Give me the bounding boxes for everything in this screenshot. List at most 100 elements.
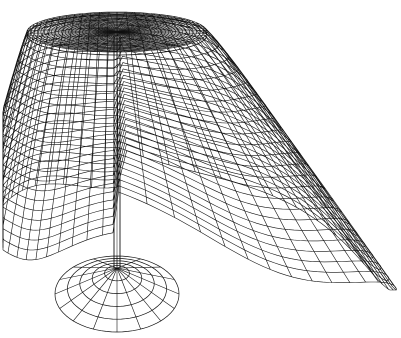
cloth-meridian (46, 49, 75, 257)
base-spoke (93, 267, 118, 330)
base-spoke (59, 267, 118, 309)
draped-cloth-mesh (2, 12, 397, 291)
base-spoke (73, 266, 118, 269)
tabletop-spoke (43, 20, 118, 33)
tabletop-spoke (116, 31, 163, 50)
tabletop-spoke (53, 17, 118, 33)
tabletop-spoke (116, 21, 195, 33)
tabletop-mesh (26, 11, 208, 56)
tabletop-spoke (65, 31, 118, 49)
tabletop-spoke (71, 31, 118, 50)
tabletop-spoke (116, 31, 175, 48)
tabletop-spoke (116, 31, 133, 52)
tabletop-spoke (116, 30, 207, 33)
tabletop-spoke (116, 31, 141, 52)
cloth-ring (11, 43, 258, 102)
tabletop-spoke (59, 31, 118, 48)
tabletop-spoke (116, 15, 169, 33)
tabletop-spoke (116, 31, 148, 51)
tabletop-spoke (59, 16, 118, 33)
tabletop-spoke (27, 31, 118, 34)
tabletop-spoke (101, 31, 118, 52)
cloth-ring (2, 131, 374, 259)
tabletop-spoke (116, 23, 199, 33)
base-spoke (93, 258, 118, 269)
tabletop-spoke (93, 12, 118, 33)
tabletop-spoke (35, 31, 118, 41)
cloth-ring (6, 56, 275, 124)
cloth-ring (2, 68, 292, 146)
cloth-ring (2, 100, 334, 201)
tabletop-spoke (116, 14, 163, 33)
cloth-ring (2, 119, 358, 236)
tabletop-spoke (27, 30, 118, 33)
tabletop-spoke (30, 31, 118, 38)
cloth-ring (3, 62, 284, 135)
tabletop-spoke (35, 23, 118, 33)
tabletop-spoke (116, 31, 156, 51)
tabletop-spoke (71, 14, 118, 33)
tabletop-spoke (116, 17, 181, 33)
tabletop-spoke (78, 13, 118, 33)
base-spoke (116, 267, 162, 322)
tabletop-spoke (116, 31, 186, 46)
tabletop-spoke (28, 31, 118, 36)
tabletop-spoke (116, 24, 202, 33)
tabletop-spoke (116, 31, 195, 43)
cloth-ring (2, 106, 342, 213)
tabletop-spoke (116, 31, 191, 44)
tabletop-spoke (116, 31, 204, 38)
tabletop-spoke (78, 31, 118, 51)
base-spoke (116, 267, 175, 309)
tabletop-spoke (116, 31, 169, 49)
base-spoke (116, 267, 180, 295)
tabletop-spoke (108, 31, 118, 52)
cloth-ring (2, 87, 318, 178)
tabletop-spoke (116, 20, 191, 33)
tabletop-spoke (86, 13, 118, 33)
cloth-meridian (196, 41, 366, 283)
base-spoke (72, 267, 118, 322)
base-spoke (116, 266, 161, 269)
cloth-ring (2, 125, 366, 247)
tabletop-spoke (116, 18, 186, 33)
tabletop-spoke (86, 31, 118, 51)
tabletop-spoke (116, 31, 206, 36)
base-spoke (116, 258, 141, 269)
tabletop-spoke (65, 15, 118, 33)
cloth-ring (2, 81, 309, 167)
tabletop-spoke (43, 31, 118, 44)
tabletop-spoke (116, 31, 207, 34)
tabletop-rim (26, 14, 208, 56)
base-spoke (59, 267, 118, 280)
tabletop-spoke (116, 31, 199, 41)
tabletop-spoke (116, 13, 148, 33)
tabletop-spoke (30, 26, 118, 33)
base-spoke (116, 267, 141, 330)
tabletop-spoke (116, 31, 181, 47)
base-spoke (54, 267, 118, 295)
cloth-ring (23, 18, 219, 61)
cloth-ring (2, 144, 389, 282)
tabletop-spoke (116, 31, 202, 40)
tabletop-spoke (116, 16, 175, 33)
cloth-ring (2, 137, 382, 270)
cloth-ring (2, 150, 397, 291)
tabletop-spoke (116, 13, 156, 33)
tabletop-spoke (39, 21, 118, 33)
tabletop-spoke (53, 31, 118, 47)
cloth-ring (2, 74, 301, 156)
tabletop-spoke (116, 28, 206, 33)
tabletop-spoke (116, 31, 126, 52)
tabletop-spoke (32, 24, 118, 33)
tabletop-spoke (39, 31, 118, 43)
tabletop-spoke (116, 12, 141, 33)
tabletop-spoke (28, 28, 118, 33)
tabletop-spoke (93, 31, 118, 52)
cloth-ring (20, 24, 230, 70)
cloth-ring (2, 93, 326, 190)
tabletop-spoke (48, 31, 118, 46)
table-pedestal-mesh (54, 36, 180, 333)
